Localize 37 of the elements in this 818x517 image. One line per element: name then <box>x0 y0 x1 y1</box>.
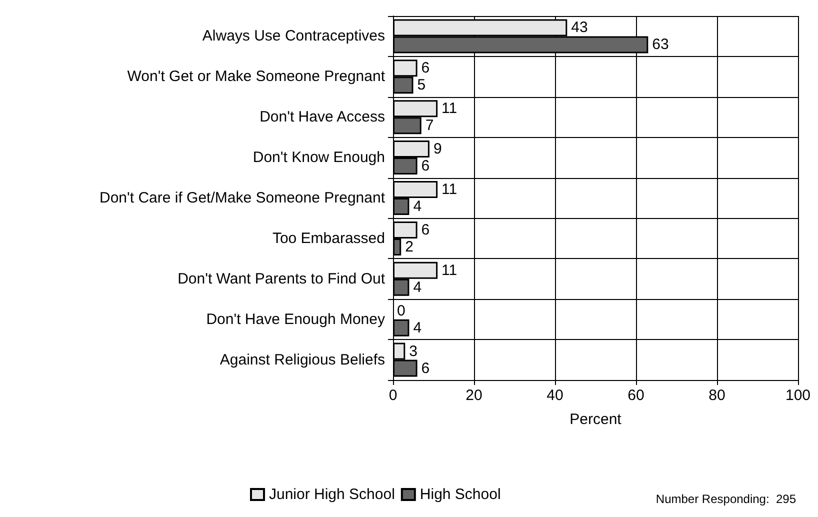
data-label: 11 <box>442 262 458 279</box>
y-tick-label: Don't Want Parents to Find Out <box>178 270 386 288</box>
x-tick-label: 60 <box>628 387 644 404</box>
data-label: 0 <box>397 302 406 320</box>
x-tick-label: 20 <box>466 387 482 404</box>
y-tick-label: Don't Have Enough Money <box>206 310 386 328</box>
data-label: 4 <box>413 278 422 296</box>
data-label: 11 <box>442 181 458 198</box>
x-tick-label: 0 <box>388 387 398 404</box>
y-tick-label: Always Use Contraceptives <box>202 28 385 45</box>
data-label: 7 <box>425 117 434 134</box>
data-label: 6 <box>421 360 430 377</box>
data-label: 4 <box>413 198 422 215</box>
data-label: 43 <box>571 19 588 36</box>
data-label: 6 <box>421 158 430 175</box>
y-tick-label: Won't Get or Make Someone Pregnant <box>127 68 386 86</box>
legend-label: Junior High School <box>269 486 395 503</box>
data-label: 3 <box>409 342 418 360</box>
y-tick-label: Too Embarassed <box>272 230 385 247</box>
y-tick-label: Against Religious Beliefs <box>220 351 385 368</box>
legend-label: High School <box>420 486 501 503</box>
data-label: 4 <box>413 319 422 336</box>
data-label: 6 <box>421 221 430 238</box>
data-label: 9 <box>433 140 442 158</box>
data-label: 11 <box>442 100 458 118</box>
y-tick-label: Don't Have Access <box>260 108 385 126</box>
y-tick-label: Don't Care if Get/Make Someone Pregnant <box>99 190 386 206</box>
data-label: 6 <box>421 60 430 77</box>
x-tick-label: 100 <box>785 387 811 404</box>
x-axis-title: Percent <box>570 411 622 428</box>
text: Number Responding: 295 <box>656 492 796 506</box>
data-label: 2 <box>405 238 414 256</box>
data-label: 5 <box>417 76 426 94</box>
x-tick-label: 40 <box>546 387 564 404</box>
y-tick-label: Don't Know Enough <box>252 149 385 166</box>
data-label: 63 <box>652 36 669 54</box>
x-tick-label: 80 <box>708 387 726 404</box>
